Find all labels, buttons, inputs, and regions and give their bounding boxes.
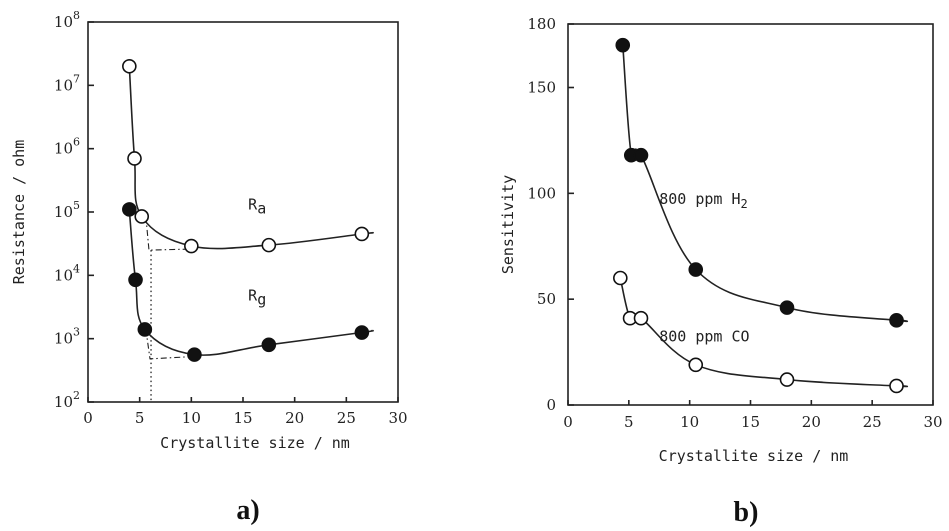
data-point-h2 — [779, 300, 795, 315]
x-tick-label-a: 0 — [83, 409, 93, 427]
data-point-ra — [127, 151, 142, 166]
x-axis-label-b: Crystallite size / nm — [659, 447, 849, 465]
x-tick-label-b: 10 — [680, 413, 699, 431]
data-point-ra — [354, 226, 370, 242]
x-tick-label-b: 5 — [624, 413, 634, 431]
series-label-ra: Ra — [248, 195, 266, 217]
y-tick-label-a: 103 — [54, 326, 80, 348]
series-label-co: 800 ppm CO — [659, 328, 749, 346]
series-label-rg: Rg — [248, 287, 266, 309]
x-tick-label-b: 30 — [923, 413, 942, 431]
chart-b: 0 5 10 15 20 25 30 0 50 100 150 180 Crystallite size… — [499, 15, 943, 528]
x-tick-label-b: 20 — [802, 413, 821, 431]
guide-line-rg — [145, 329, 192, 360]
chart-a: 0 5 10 15 20 25 30 102 103 104 105 106 107 108 Crystal… — [10, 9, 408, 526]
series-curve-ra — [128, 66, 374, 250]
data-point-ra — [122, 58, 137, 74]
data-point-rg — [137, 322, 153, 337]
x-tick-label-a: 20 — [285, 409, 304, 427]
data-point-h2 — [633, 147, 649, 163]
data-point-co — [889, 378, 904, 394]
data-point-rg — [354, 325, 370, 340]
y-tick-label-b: 0 — [546, 396, 556, 414]
x-tick-label-a: 15 — [233, 409, 252, 427]
data-point-co — [633, 310, 649, 326]
x-tick-label-b: 0 — [563, 413, 573, 431]
y-tick-label-a: 104 — [54, 262, 80, 284]
y-axis-label-b: Sensitivity — [499, 175, 517, 274]
x-tick-label-a: 30 — [388, 409, 407, 427]
data-point-h2 — [688, 262, 704, 277]
y-tick-label-a: 102 — [54, 389, 80, 411]
panel-label-b: b) — [734, 497, 759, 528]
y-tick-label-b: 50 — [537, 290, 556, 308]
y-axis-label-a: Resistance / ohm — [10, 140, 28, 285]
data-point-ra — [134, 209, 150, 224]
data-point-co — [613, 270, 628, 286]
y-tick-label-a: 107 — [54, 72, 80, 94]
plot-frame-b — [567, 23, 934, 406]
series-label-h2: 800 ppm H2 — [659, 190, 748, 211]
y-tick-label-a: 106 — [54, 136, 80, 158]
x-tick-label-a: 25 — [337, 409, 356, 427]
x-tick-label-b: 25 — [863, 413, 882, 431]
data-point-h2 — [889, 313, 904, 328]
x-tick-label-a: 5 — [135, 409, 145, 427]
y-tick-label-b: 150 — [527, 79, 556, 97]
y-tick-label-a: 105 — [54, 199, 80, 221]
data-point-h2 — [615, 37, 631, 53]
data-point-ra — [261, 237, 277, 253]
series-curve-rg — [128, 209, 374, 356]
series-h2-curve — [622, 45, 909, 323]
data-point-rg — [261, 337, 277, 353]
data-point-co — [688, 357, 704, 373]
x-tick-label-b: 15 — [741, 413, 760, 431]
data-point-rg — [187, 347, 202, 362]
data-point-co — [779, 372, 795, 387]
y-tick-label-a: 108 — [54, 9, 80, 31]
data-point-rg — [128, 272, 143, 288]
y-tick-label-b: 180 — [527, 15, 556, 33]
panel-label-a: a) — [236, 495, 259, 526]
data-point-ra — [184, 238, 199, 254]
y-tick-label-b: 100 — [527, 184, 556, 202]
data-point-rg — [122, 202, 137, 217]
x-tick-label-a: 10 — [182, 409, 201, 427]
x-axis-label-a: Crystallite size / nm — [160, 434, 350, 452]
